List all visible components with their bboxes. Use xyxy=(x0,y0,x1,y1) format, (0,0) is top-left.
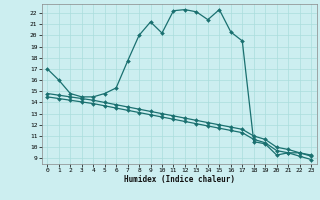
X-axis label: Humidex (Indice chaleur): Humidex (Indice chaleur) xyxy=(124,175,235,184)
